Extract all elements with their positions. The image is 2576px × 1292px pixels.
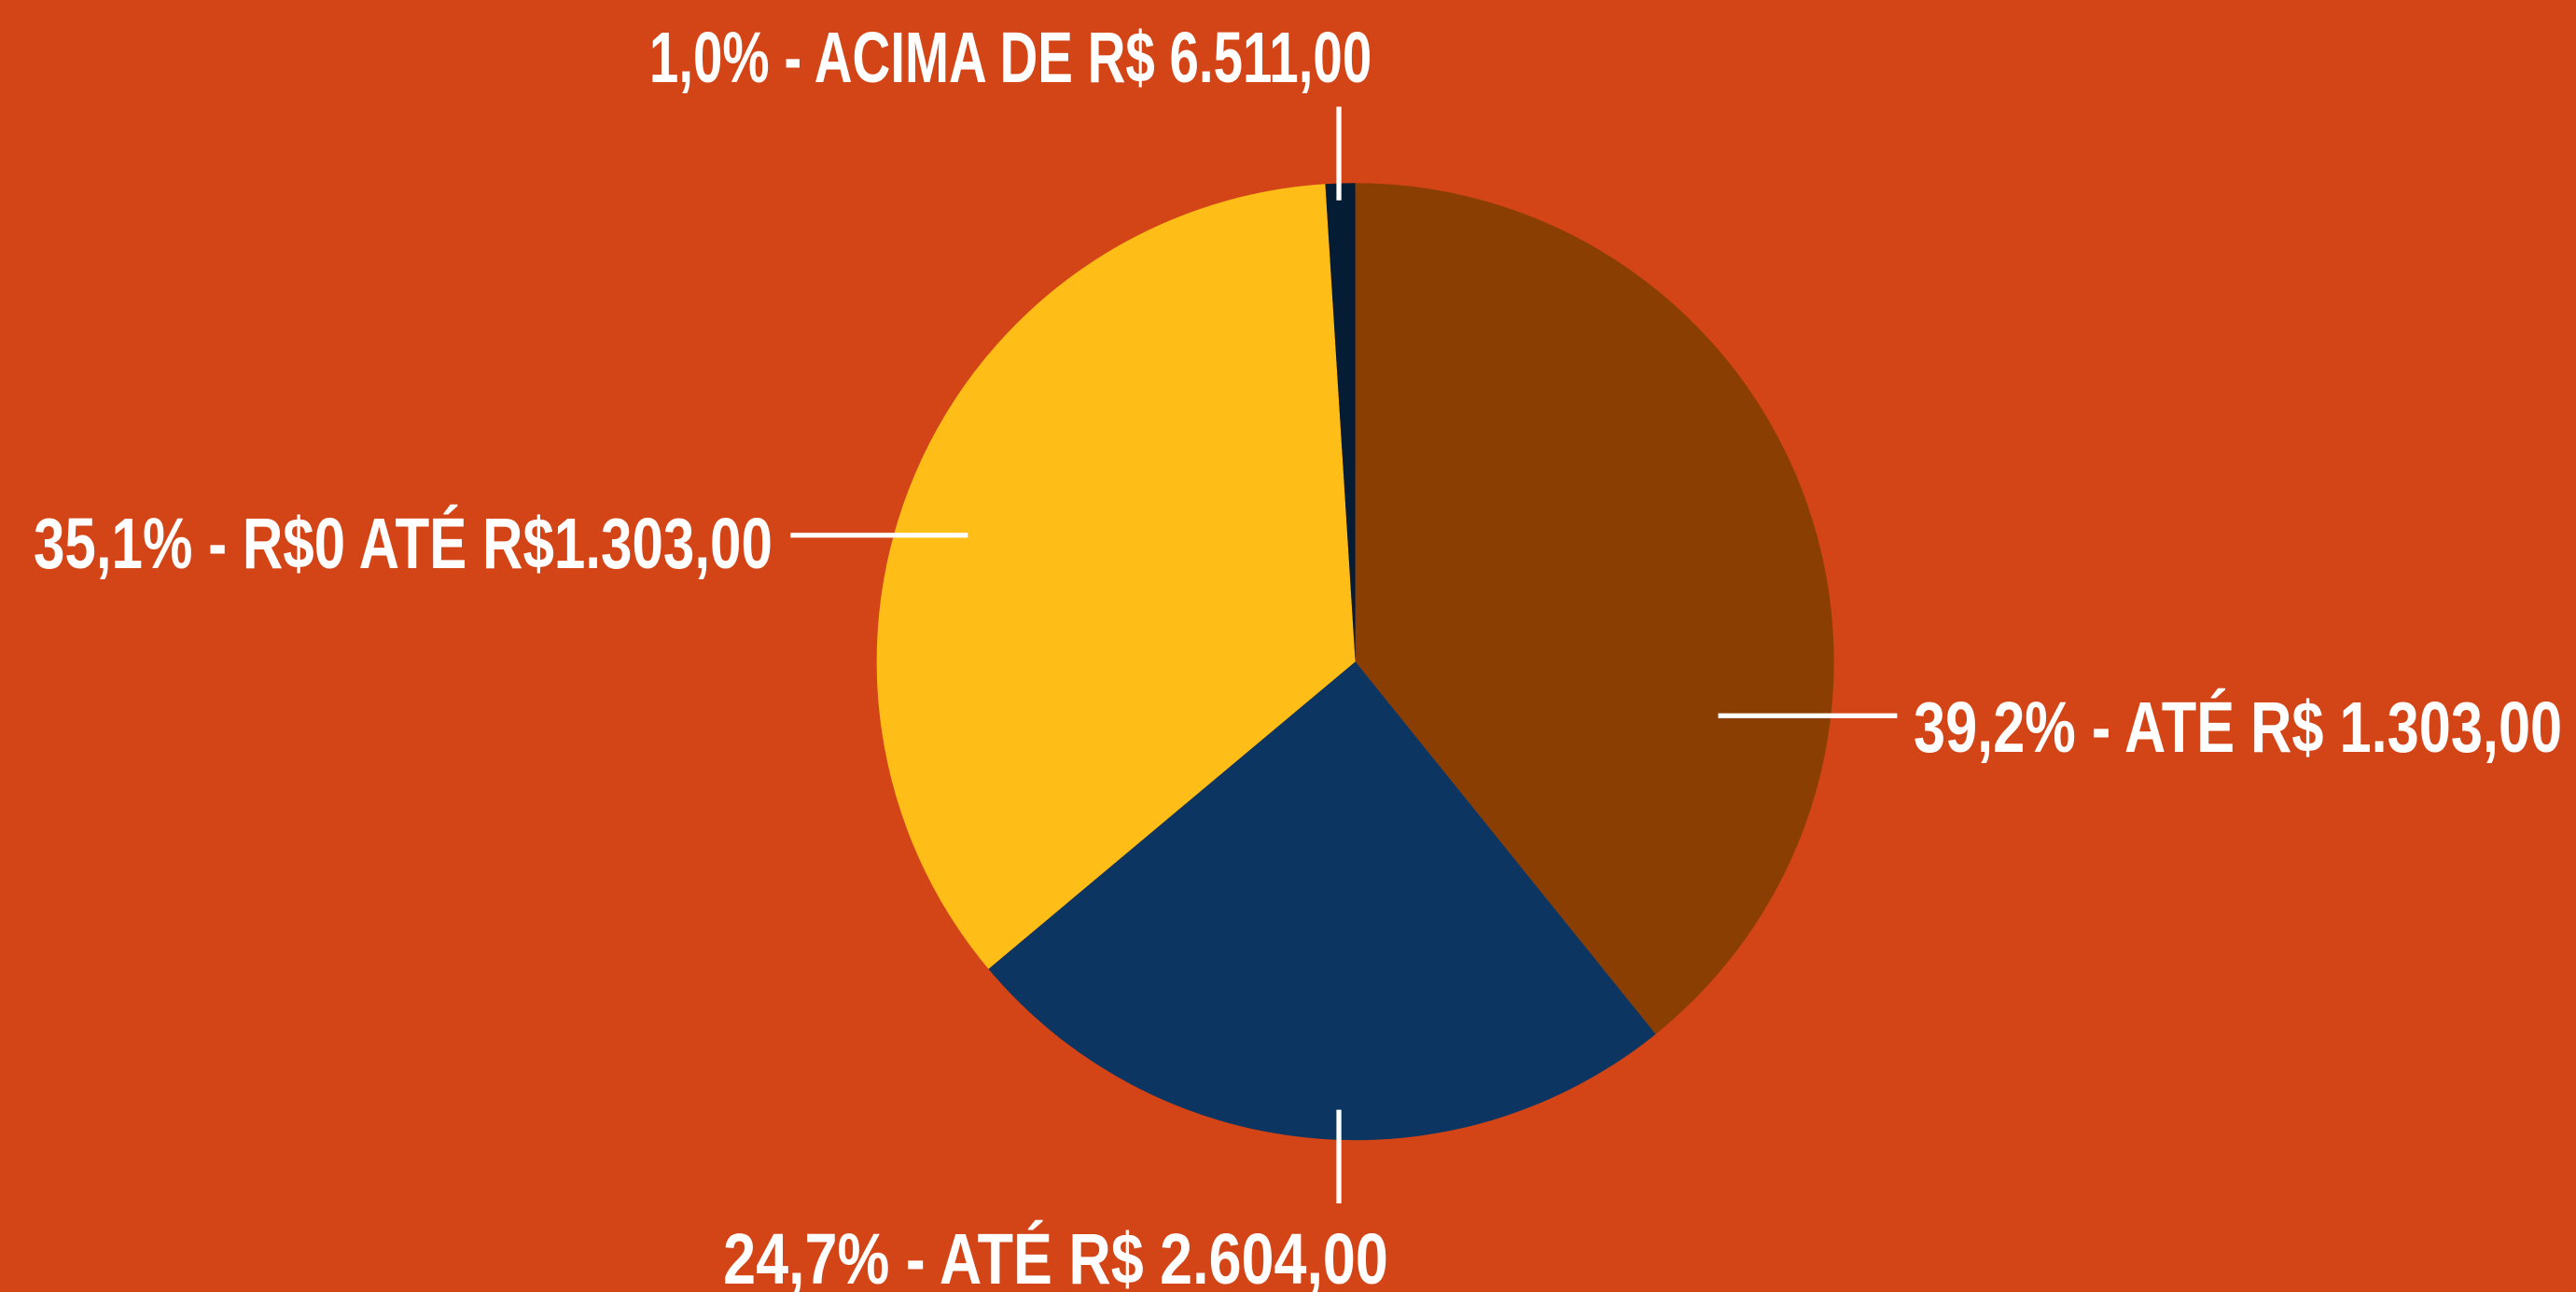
pie-slice (876, 184, 1356, 969)
slice-label: 1,0% - ACIMA DE R$ 6.511,00 (649, 18, 1372, 98)
pie-slice (988, 661, 1656, 1141)
slice-label: 39,2% - ATÉ R$ 1.303,00 (1914, 688, 2562, 768)
pie-slice (1325, 183, 1356, 662)
pie-slice (1355, 183, 1834, 1035)
pie (876, 183, 1834, 1141)
slice-label: 35,1% - R$0 ATÉ R$1.303,00 (34, 504, 773, 584)
slice-label: 24,7% - ATÉ R$ 2.604,00 (723, 1219, 1388, 1292)
